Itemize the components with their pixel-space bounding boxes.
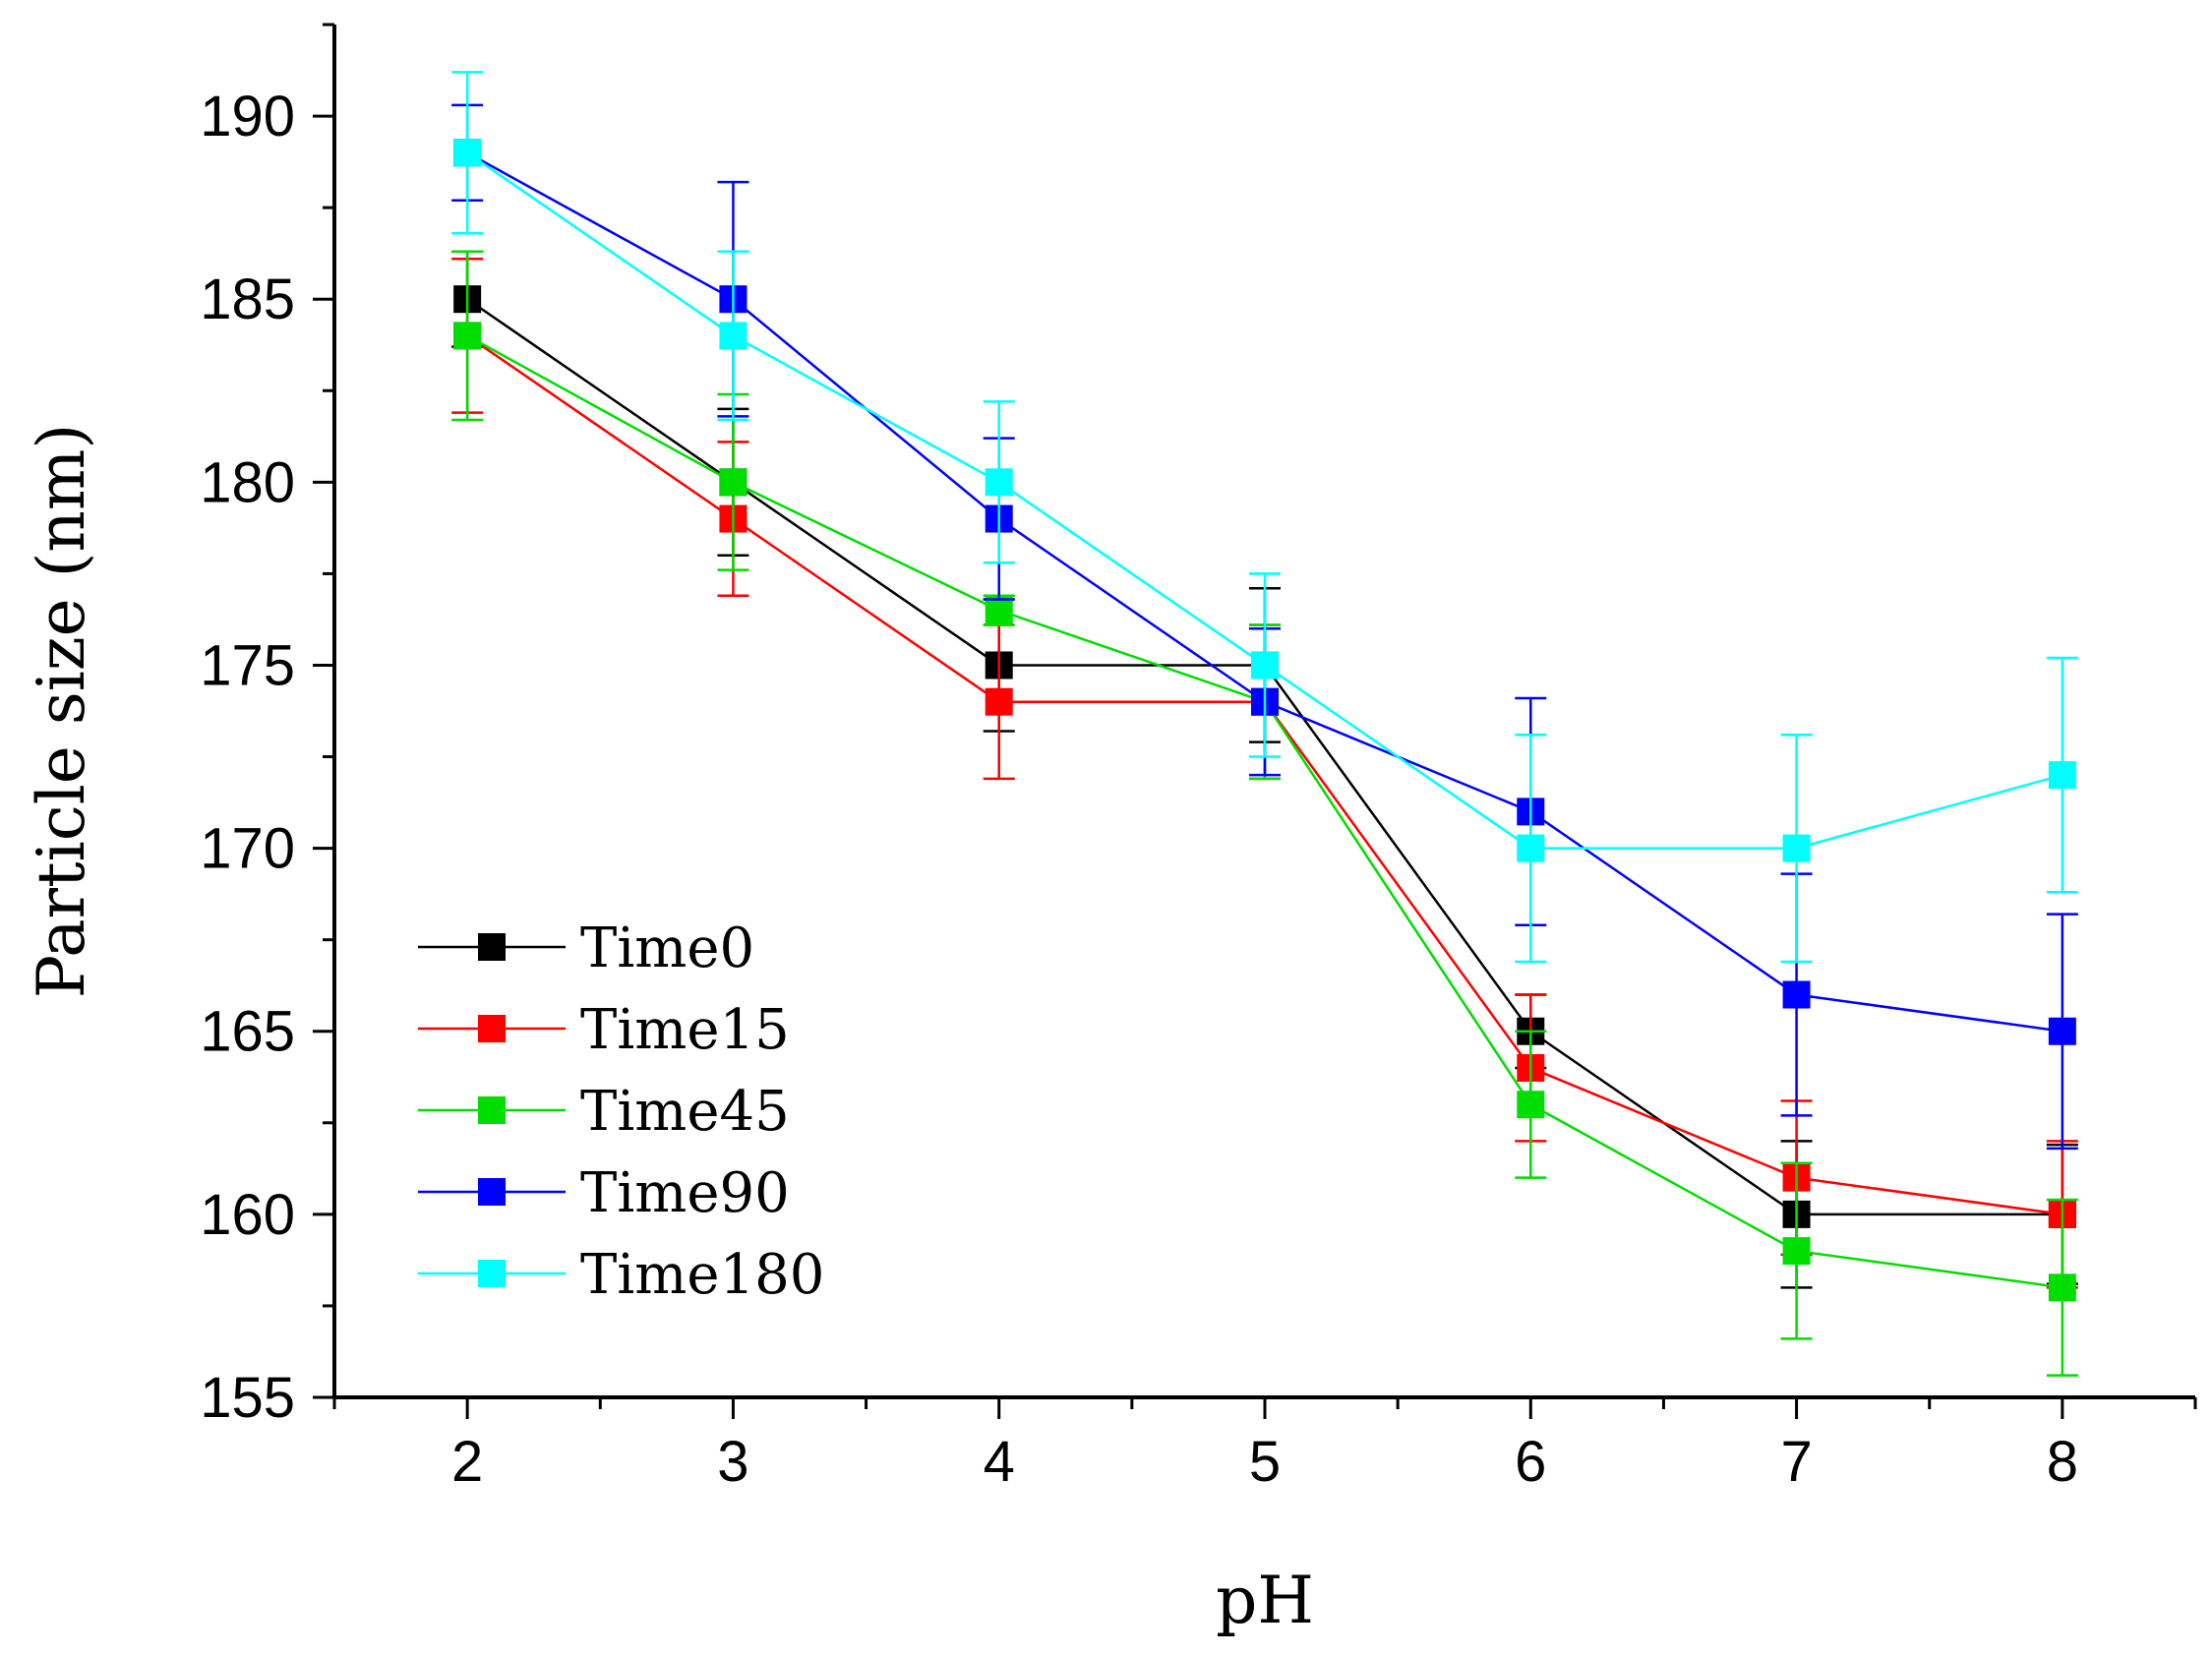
y-tick-label: 165 [200,1000,295,1064]
series-time180 [451,71,2078,964]
legend-label: Time90 [580,1161,790,1225]
data-point [453,139,482,167]
legend-label: Time180 [580,1243,824,1307]
legend-marker [478,933,506,961]
legend-entry-time180: Time180 [418,1243,824,1307]
data-point [453,322,482,350]
data-point [1782,980,1811,1009]
x-tick-label: 5 [1249,1430,1281,1494]
legend-marker [478,1260,506,1287]
data-point [719,468,747,497]
data-point [1517,1091,1545,1119]
data-point [985,596,1013,624]
legend-entry-time90: Time90 [418,1161,790,1225]
y-tick-label: 170 [200,817,295,881]
y-tick-label: 155 [200,1366,295,1430]
tick-labels: 155 160 165 170 175 180 185 190 2 3 4 5 6 7 8 [200,85,2078,1494]
x-tick-label: 6 [1515,1430,1546,1494]
data-point [2048,761,2076,790]
y-tick-label: 160 [200,1183,295,1247]
y-tick-label: 175 [200,633,295,697]
legend-entry-time45: Time45 [418,1080,790,1144]
x-tick-label: 3 [717,1430,748,1494]
data-point [2048,1017,2076,1045]
legend-entry-time15: Time15 [418,998,790,1062]
data-point [1782,1237,1811,1266]
x-axis-title: pH [1216,1563,1314,1638]
series-group [451,71,2078,1377]
data-point [1782,834,1811,862]
data-point [985,468,1013,497]
legend-label: Time45 [580,1080,790,1144]
legend: Time0 Time15 Time45 Time90 Time180 [418,917,824,1307]
y-tick-label: 190 [200,85,295,148]
series-line [466,334,2063,1289]
legend-label: Time0 [580,917,754,980]
y-tick-label: 185 [200,267,295,331]
legend-label: Time15 [580,998,790,1062]
legend-marker [478,1178,506,1206]
data-point [1517,834,1545,862]
y-axis-title: Particle size (nm) [24,424,99,998]
legend-entry-time0: Time0 [418,917,754,980]
y-tick-label: 180 [200,450,295,514]
data-point [985,687,1013,716]
x-tick-label: 7 [1780,1430,1812,1494]
legend-marker [478,1096,506,1124]
data-point [2048,1273,2076,1302]
data-point [719,322,747,350]
x-tick-label: 2 [451,1430,483,1494]
x-tick-label: 4 [984,1430,1015,1494]
data-point [1251,651,1279,680]
x-tick-label: 8 [2047,1430,2078,1494]
axes [313,23,2197,1419]
legend-marker [478,1015,506,1042]
